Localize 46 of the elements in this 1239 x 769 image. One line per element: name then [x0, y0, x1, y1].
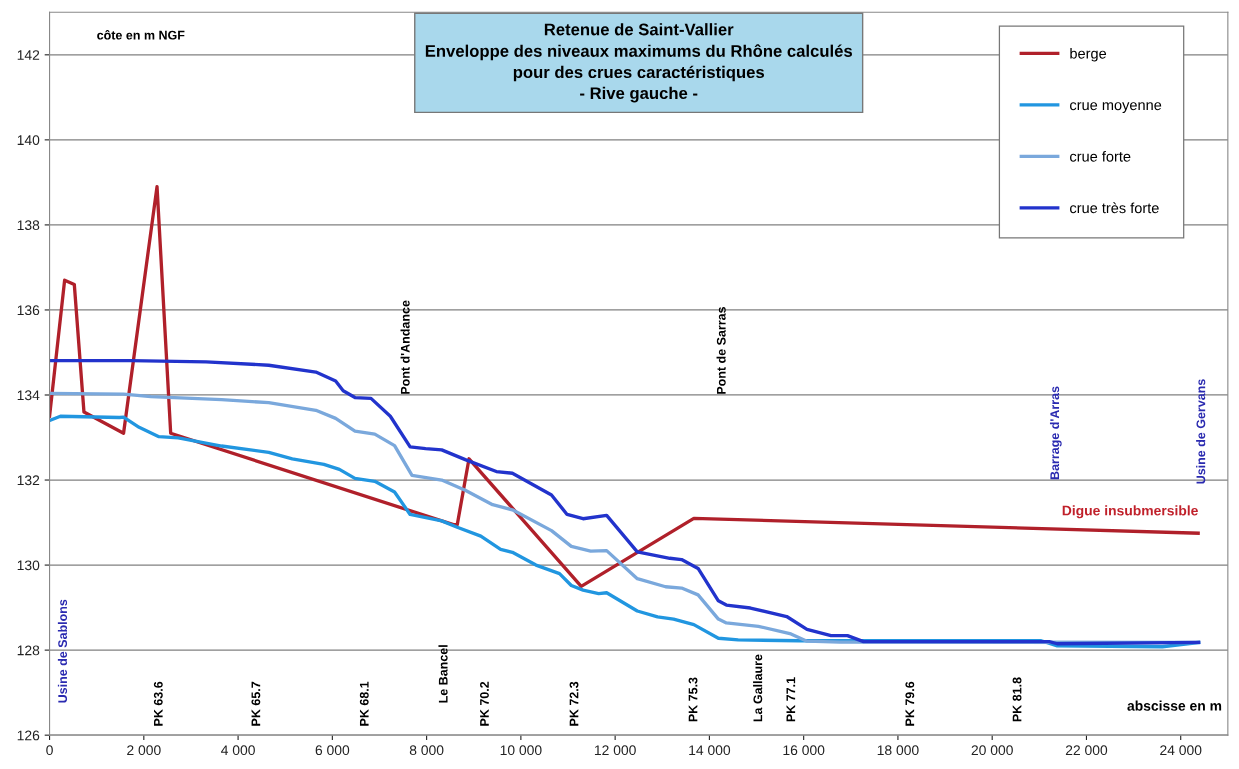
y-tick-label: 142 — [17, 50, 40, 60]
text: Retenue de Saint-Vallier Enveloppe des niveaux maximums du Rhône calculés pour des crues caractéristiques - Rive gauche - — [425, 23, 852, 103]
y-tick-label: 138 — [17, 220, 40, 231]
y-tick-label: 128 — [17, 645, 40, 656]
legend-label: crue très forte — [1070, 202, 1159, 214]
y-axis-title: côte en m NGF — [97, 30, 185, 40]
annotation: Pont de Sarras — [716, 306, 726, 394]
x-tick-label: 6 000 — [315, 745, 350, 756]
y-tick-label: 140 — [17, 135, 40, 146]
annotation: Le Bancel — [438, 645, 448, 703]
annotation: PK 63.6 — [153, 681, 163, 726]
annotation: La Gallaure — [753, 654, 763, 722]
x-tick-label: 14 000 — [689, 745, 731, 756]
y-tick-label: 136 — [17, 305, 40, 316]
annotation: Barrage d'Arras — [1049, 386, 1062, 480]
x-tick-label: 12 000 — [594, 745, 636, 756]
x-tick-label: 4 000 — [221, 745, 255, 756]
x-tick-label: 22 000 — [1065, 745, 1108, 756]
x-tick-label: 20 000 — [971, 745, 1013, 756]
x-axis-title: abscisse en m — [1127, 700, 1222, 711]
annotation: PK 75.3 — [688, 677, 698, 722]
x-tick-label: 18 000 — [877, 745, 919, 756]
x-tick-label: 24 000 — [1160, 745, 1202, 756]
legend-label: crue moyenne — [1070, 102, 1162, 114]
x-tick-label: 0 — [46, 745, 53, 756]
y-tick-label: 134 — [17, 390, 40, 401]
annotation: Usine de Sablons — [57, 599, 68, 703]
annotation: Digue insubmersible — [1062, 505, 1198, 519]
y-tick-label: 132 — [17, 475, 40, 486]
annotation: PK 81.8 — [1012, 677, 1022, 722]
annotation: PK 79.6 — [905, 681, 915, 726]
x-tick-label: 2 000 — [127, 745, 161, 756]
y-tick-label: 130 — [17, 560, 40, 571]
annotation: PK 68.1 — [359, 681, 369, 726]
annotation: PK 70.2 — [480, 681, 489, 726]
annotation: Pont d'Andance — [400, 300, 410, 394]
x-tick-label: 10 000 — [500, 745, 542, 756]
annotation: PK 77.1 — [786, 677, 796, 722]
x-tick-label: 8 000 — [409, 745, 444, 756]
y-tick-label: 126 — [17, 730, 40, 741]
annotation: Usine de Gervans — [1196, 379, 1206, 484]
annotation: PK 72.3 — [569, 681, 579, 726]
legend-label: crue forte — [1070, 150, 1131, 162]
x-tick-label: 16 000 — [783, 745, 825, 756]
legend-label: berge — [1070, 47, 1107, 62]
annotation: PK 65.7 — [251, 681, 261, 726]
